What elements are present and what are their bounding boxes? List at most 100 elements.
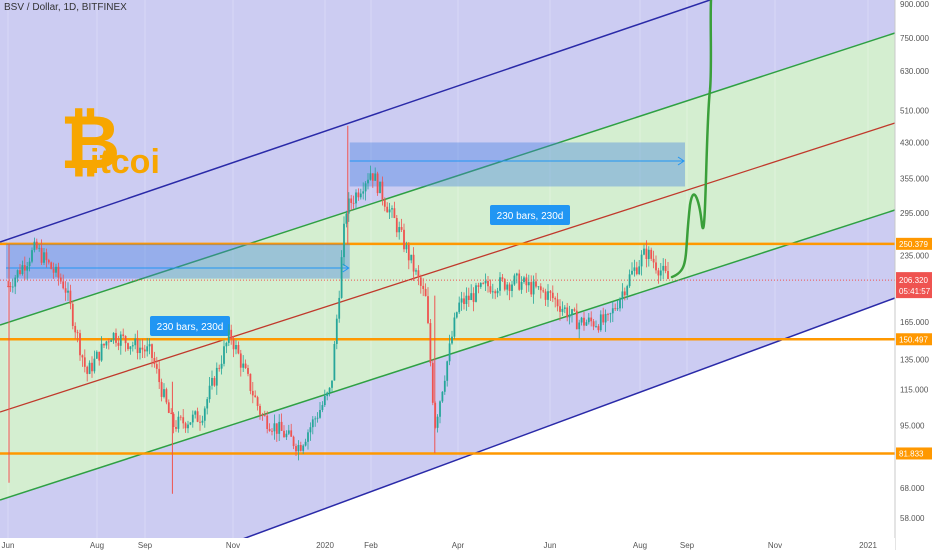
candle-body <box>422 285 425 289</box>
candle-body <box>424 288 427 297</box>
y-tick-14: 68.000 <box>900 484 925 493</box>
symbol-title: BSV / Dollar, 1D, BITFINEX <box>4 2 127 13</box>
y-tick-5: 355.000 <box>900 174 929 183</box>
candle-body <box>343 223 345 258</box>
candle-body <box>333 343 336 381</box>
candle-body <box>321 405 324 410</box>
candle-body <box>76 332 79 334</box>
y-tick-3: 510.000 <box>900 106 929 115</box>
candle-body <box>280 421 283 431</box>
candle-body <box>307 432 309 442</box>
candle-body <box>549 291 552 293</box>
measure-label-0: 230 bars, 230d <box>157 322 224 333</box>
candle-body <box>43 252 45 263</box>
candle-body <box>393 208 396 219</box>
candle-body <box>477 285 480 287</box>
candle-body <box>398 227 401 233</box>
level-label-1: 150.497 <box>899 335 928 344</box>
candle-body <box>311 419 314 428</box>
candle-body <box>151 344 153 358</box>
y-tick-9: 165.000 <box>900 318 929 327</box>
candle-body <box>167 402 170 413</box>
candle-body <box>211 377 213 386</box>
candle-body <box>578 322 581 330</box>
channel-lower-green-line <box>0 209 896 501</box>
candle-body <box>350 198 353 203</box>
candle-body <box>155 364 158 369</box>
candle-body <box>292 436 295 447</box>
candle-body <box>628 274 631 287</box>
candle-body <box>213 377 216 386</box>
level-label-0: 250.379 <box>899 240 928 249</box>
candle-body <box>640 254 643 267</box>
channel-upper-green-line <box>0 32 896 326</box>
candle-body <box>141 347 144 350</box>
candle-body <box>609 313 612 315</box>
candle-body <box>470 293 473 301</box>
current-price-countdown: 05:41:57 <box>899 287 931 296</box>
candle-body <box>299 445 302 451</box>
candle-body <box>206 399 209 409</box>
candle-body <box>379 181 381 194</box>
candle-body <box>467 295 470 301</box>
y-tick-0: 900.000 <box>900 0 929 9</box>
candle-body <box>592 321 595 327</box>
candle-body <box>395 218 398 233</box>
candle-body <box>501 277 504 280</box>
current-price-bg <box>896 272 932 299</box>
candle-body <box>172 413 175 427</box>
y-tick-4: 430.000 <box>900 138 929 147</box>
channel-midline <box>0 122 896 413</box>
candle-body <box>460 298 463 303</box>
candle-body <box>595 326 597 327</box>
candle-body <box>367 179 369 184</box>
candle-body <box>40 247 43 263</box>
candle-body <box>191 414 194 423</box>
candle-body <box>475 285 477 302</box>
candle-body <box>472 293 475 302</box>
candle-body <box>371 173 374 181</box>
candle-body <box>614 308 617 310</box>
candle-body <box>547 291 549 300</box>
candle-body <box>285 433 288 438</box>
candle-body <box>386 206 389 213</box>
candle-body <box>561 308 564 312</box>
candle-body <box>62 281 65 289</box>
candle-body <box>376 173 379 194</box>
candle-body <box>347 198 350 214</box>
candle-body <box>153 357 156 365</box>
candle-body <box>316 417 319 419</box>
measure-label-bg-1 <box>490 205 570 225</box>
candle-body <box>542 290 545 292</box>
candle-body <box>335 318 338 344</box>
candle-body <box>223 346 225 364</box>
candle-body <box>67 290 69 293</box>
x-tick-4: 2020 <box>316 541 334 550</box>
candle-body <box>383 199 386 207</box>
candle-body <box>405 244 408 250</box>
candle-body <box>616 308 619 310</box>
candle-body <box>11 286 14 288</box>
candle-body <box>98 351 101 361</box>
candle-body <box>587 317 590 323</box>
candle-body <box>494 291 497 294</box>
candle-body <box>664 265 667 272</box>
candle-body <box>506 284 509 290</box>
candle-body <box>237 345 240 354</box>
candle-body <box>69 290 72 304</box>
candle-body <box>647 249 650 260</box>
candle-body <box>263 415 266 417</box>
candle-body <box>429 323 432 363</box>
candle-body <box>458 302 461 313</box>
candle-body <box>431 362 434 403</box>
projection-curve <box>670 0 713 279</box>
candle-body <box>196 411 199 422</box>
candle-body <box>163 389 165 397</box>
current-price-label: 206.320 <box>899 276 928 285</box>
candle-body <box>208 385 211 400</box>
candle-body <box>295 446 297 452</box>
candle-body <box>369 173 372 180</box>
candle-body <box>115 332 117 343</box>
